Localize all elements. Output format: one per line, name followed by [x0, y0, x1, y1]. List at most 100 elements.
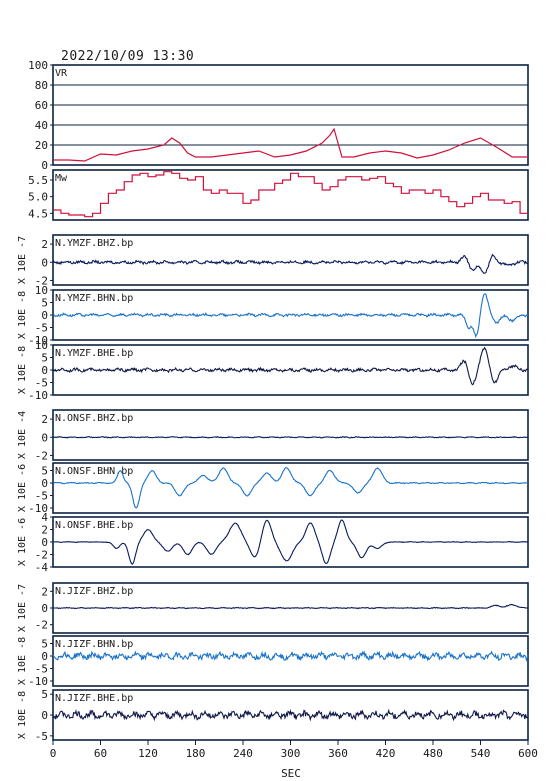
y-tick-label: 0	[41, 431, 48, 444]
x-tick-label: 0	[50, 747, 57, 760]
y-tick-label: -5	[35, 730, 48, 743]
unit-label: X 10E -8	[17, 691, 28, 739]
y-tick-label: 5.0	[28, 191, 48, 204]
unit-label: X 10E -7	[17, 584, 28, 632]
y-tick-label: 0	[41, 364, 48, 377]
panel-title: N.JIZF.BHZ.bp	[55, 586, 133, 597]
panel-title: N.ONSF.BHZ.bp	[55, 413, 133, 424]
y-tick-label: -2	[35, 549, 48, 562]
y-tick-label: -10	[28, 502, 48, 515]
unit-label: X 10E -8	[17, 346, 28, 394]
y-tick-label: -5	[35, 490, 48, 503]
panel-jizf-bhe: -5 0 5 N.JIZF.BHE.bp X 10E -8	[17, 688, 529, 743]
series-line-ymzf-bhz	[52, 253, 529, 274]
panel-title: N.JIZF.BHN.bp	[55, 639, 133, 650]
y-tick-label: 10	[35, 339, 48, 352]
y-tick-label: -2	[35, 449, 48, 462]
y-tick-label: 0	[41, 536, 48, 549]
y-tick-label: 5	[41, 297, 48, 310]
y-tick-label: 0	[41, 309, 48, 322]
x-tick-label: 240	[233, 747, 253, 760]
series-line-vr	[53, 127, 528, 162]
x-axis: 0 60 120 180 240 300 360 420 480 540 600	[50, 740, 538, 760]
panel-title: N.YMZF.BHN.bp	[55, 293, 133, 304]
series-line-jizf-bhz	[52, 603, 529, 610]
y-tick-label: 5	[41, 352, 48, 365]
unit-label: X 10E -6	[17, 518, 28, 566]
x-tick-label: 540	[471, 747, 491, 760]
y-tick-label: 5	[41, 465, 48, 478]
y-tick-label: 0	[41, 159, 48, 172]
x-tick-label: 60	[94, 747, 107, 760]
panel-frame	[52, 462, 529, 514]
y-tick-label: -5	[35, 322, 48, 335]
y-tick-label: 2	[41, 238, 48, 251]
series-line-onsf-bhe	[52, 519, 529, 565]
x-tick-label: 120	[138, 747, 158, 760]
panel-jizf-bhn: -10-505 N.JIZF.BHN.bp X 10E -8	[17, 635, 529, 688]
y-tick-label: -10	[28, 675, 48, 688]
y-tick-label: 10	[35, 284, 48, 297]
unit-label: X 10E -8	[17, 637, 28, 685]
x-tick-label: 360	[328, 747, 348, 760]
panel-title: N.YMZF.BHZ.bp	[55, 238, 133, 249]
y-tick-label: 0	[41, 650, 48, 663]
series-line-jizf-bhe	[52, 708, 529, 722]
y-tick-label: -4	[35, 561, 49, 574]
y-tick-label: -2	[35, 619, 48, 632]
panel-jizf-bhz: -2 0 2 N.JIZF.BHZ.bp X 10E -7	[17, 582, 529, 634]
panel-title: N.YMZF.BHE.bp	[55, 348, 133, 359]
y-tick-label: 4.5	[28, 207, 48, 220]
header-timestamp: 2022/10/09 13:30	[61, 49, 195, 64]
y-tick-label: 60	[35, 99, 48, 112]
y-tick-label: 5.5	[28, 174, 48, 187]
y-tick-label: 2	[41, 413, 48, 426]
panel-frame	[52, 169, 529, 221]
y-tick-label: 5	[41, 638, 48, 651]
y-tick-label: 0	[41, 602, 48, 615]
y-tick-label: 0	[41, 477, 48, 490]
x-tick-label: 420	[376, 747, 396, 760]
panel-title: VR	[55, 68, 68, 79]
unit-label: X 10E -6	[17, 464, 28, 512]
y-tick-label: -10	[28, 334, 48, 347]
y-tick-label: 5	[41, 688, 48, 701]
y-tick-label: 40	[35, 119, 48, 132]
unit-label: X 10E -8	[17, 291, 28, 339]
y-tick-label: 0	[41, 256, 48, 269]
x-tick-label: 600	[518, 747, 538, 760]
panel-onsf-bhn: -10-505 N.ONSF.BHN.bp X 10E -6	[17, 462, 529, 515]
y-tick-label: 4	[41, 511, 48, 524]
series-line-onsf-bhz	[52, 435, 529, 439]
panel-mw: 4.5 5.0 5.5 Mw	[28, 169, 529, 221]
unit-label: X 10E -4	[17, 411, 28, 459]
y-tick-label: -5	[35, 377, 48, 390]
panel-frame	[52, 234, 529, 286]
panel-frame	[52, 409, 529, 461]
series-line-mw	[53, 171, 528, 218]
panel-title: N.JIZF.BHE.bp	[55, 693, 133, 704]
panel-onsf-bhz: -2 0 2 N.ONSF.BHZ.bp X 10E -4	[17, 409, 529, 462]
x-tick-label: 180	[186, 747, 206, 760]
unit-label: X 10E -7	[17, 236, 28, 284]
panel-frame	[52, 64, 529, 166]
y-tick-label: 2	[41, 524, 48, 537]
y-tick-label: -2	[35, 274, 48, 287]
panel-frame	[52, 635, 529, 687]
x-tick-label: 480	[423, 747, 443, 760]
panel-title: Mw	[55, 173, 68, 184]
series-line-ymzf-bhe	[52, 346, 528, 386]
series-line-ymzf-bhn	[52, 293, 529, 339]
panel-ymzf-bhz: -2 0 2 N.YMZF.BHZ.bp X 10E -7	[17, 234, 529, 287]
y-tick-label: 2	[41, 585, 48, 598]
series-line-onsf-bhn	[52, 466, 529, 509]
panel-vr: 0 20 40 60 80 100 VR	[28, 59, 529, 172]
y-tick-label: 0	[41, 709, 48, 722]
y-tick-label: 100	[28, 59, 48, 72]
x-tick-label: 300	[281, 747, 301, 760]
y-tick-label: 80	[35, 79, 48, 92]
